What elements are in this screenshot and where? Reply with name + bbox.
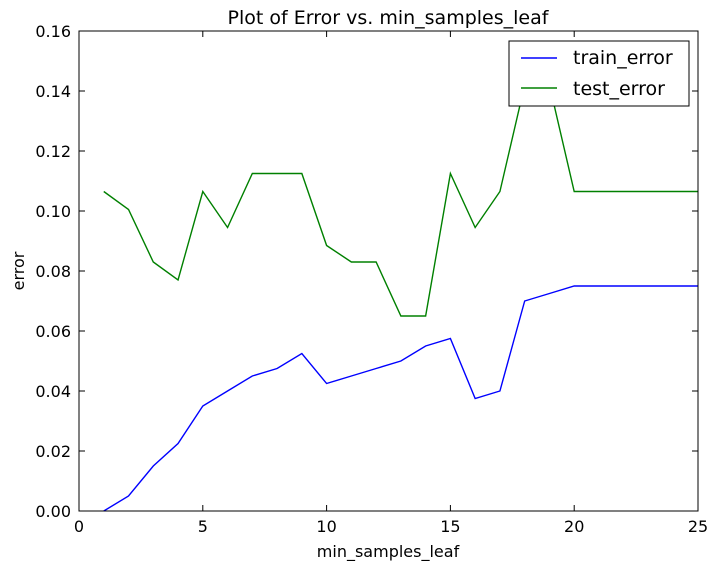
plot-layer (103, 84, 698, 512)
y-tick-label-0.16: 0.16 (35, 22, 71, 41)
x-tick-label-25: 25 (688, 517, 708, 536)
x-tick-label-0: 0 (74, 517, 84, 536)
series-line-train-error (103, 285, 698, 512)
y-tick-label-0.12: 0.12 (35, 142, 71, 161)
y-tick-label-0.10: 0.10 (35, 202, 71, 221)
y-tick-label-0.02: 0.02 (35, 442, 71, 461)
legend: train_error test_error (508, 40, 690, 107)
y-axis-label: error (9, 251, 28, 290)
x-tick-label-5: 5 (198, 517, 208, 536)
legend-item-train-error: train_error (521, 47, 673, 69)
y-tick-label-0.00: 0.00 (35, 502, 71, 521)
legend-label-test-error: test_error (573, 78, 665, 100)
x-tick-label-20: 20 (564, 517, 584, 536)
legend-label-train-error: train_error (573, 47, 673, 69)
x-tick-label-15: 15 (440, 517, 460, 536)
x-axis-label: min_samples_leaf (317, 542, 460, 562)
legend-box (508, 40, 690, 107)
y-tick-label-0.04: 0.04 (35, 382, 71, 401)
series-line-test-error (103, 84, 698, 317)
x-tick-label-10: 10 (316, 517, 336, 536)
y-tick-label-0.14: 0.14 (35, 82, 71, 101)
chart-title: Plot of Error vs. min_samples_leaf (228, 7, 550, 29)
y-tick-label-0.06: 0.06 (35, 322, 71, 341)
y-tick-label-0.08: 0.08 (35, 262, 71, 281)
axis-layer: 0 5 10 15 20 25 0.00 0.02 0.04 0.06 0.08 0.10 0.12 0.… (35, 22, 708, 536)
legend-item-test-error: test_error (521, 78, 665, 100)
